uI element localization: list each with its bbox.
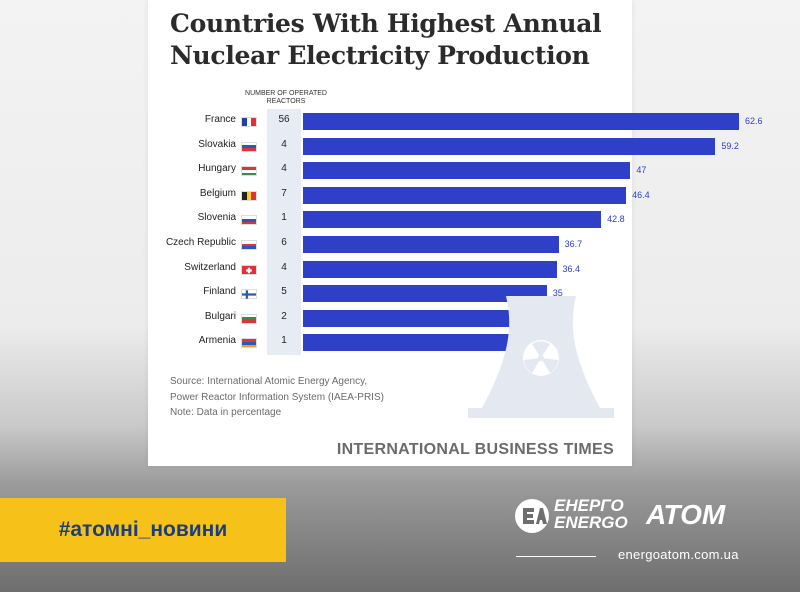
bar-row: Finland 5 35 [148,283,632,303]
reactors-column-bg [267,109,301,355]
reactor-count: 56 [278,114,290,125]
bar [303,309,531,327]
chart-title: Countries With Highest Annual Nuclear El… [170,9,602,70]
source-line: Power Reactor Information System (IAEA-P… [170,391,384,403]
bar [303,137,716,155]
reactor-count: 6 [281,237,287,248]
bar [303,236,559,253]
flag-icon [241,215,257,226]
bar-value-label: 59.2 [721,140,739,151]
logo-wordmark: ЕНЕРГО ENERGO АТОМ [554,496,725,532]
flag-icon [241,313,257,324]
reactors-column-header: NUMBER OF OPERATED REACTORS [245,90,327,105]
bar-row: Slovakia 4 59.2 [148,136,739,156]
bar [303,186,627,204]
country-label: Switzerland [184,261,236,273]
flag-icon [241,166,257,177]
bar-value-label: 42.8 [607,214,625,225]
bar-row: France 56 62.6 [148,111,763,131]
hashtag-banner: #атомні_новини [0,498,286,562]
country-label: Finland [203,286,236,298]
country-label: Slovenia [197,212,236,224]
reactor-count: 7 [281,187,287,199]
country-label: Slovakia [198,138,236,150]
website-link[interactable]: energoatom.com.ua [618,547,739,562]
bar-value-label: 36.4 [562,263,581,274]
bar [303,211,602,229]
source-line: Source: International Atomic Energy Agen… [170,376,368,387]
flag-icon [241,190,257,201]
country-label: Czech Republic [165,237,236,248]
flag-icon [241,289,257,300]
bar-value-label: 46.4 [632,189,650,200]
bar-row: Belgium 7 46.4 [148,185,650,205]
country-label: France [204,114,236,125]
reactor-count: 2 [281,310,287,322]
bar [303,162,631,180]
logo-line-2: ENERGO [554,513,628,532]
logo-big-text: АТОМ [646,499,726,530]
bar-row: Czech Republic 6 36.7 [148,234,632,254]
country-label: Armenia [198,335,236,347]
country-label: Belgium [199,187,236,199]
energoatom-emblem-icon [515,499,549,533]
bar-row: Switzerland 4 36.4 [148,259,632,279]
bar-row: Hungary 4 47 [148,160,646,180]
flag-icon [241,117,257,127]
bar-value-label: 62.6 [745,116,763,126]
flag-icon [241,240,257,250]
publisher-label: INTERNATIONAL BUSINESS TIMES [336,441,614,458]
energoatom-logo: ЕНЕРГО ENERGO АТОМ [514,496,770,536]
bar [303,260,557,278]
reactor-count: 4 [281,261,287,273]
reactor-count: 4 [281,163,287,175]
reactor-count: 1 [281,335,287,347]
hashtag-text: #атомні_новини [58,518,228,541]
logo-line-1: ЕНЕРГО [554,496,624,515]
bar-row: Slovenia 1 42.8 [148,209,632,229]
chart-card: Countries With Highest Annual Nuclear El… [148,0,763,466]
bar [303,113,739,130]
bar-value-label: 36.7 [564,239,583,249]
reactor-count: 1 [281,212,287,224]
bar-value-label: 47 [636,165,647,176]
country-label: Hungary [198,163,236,175]
flag-icon [241,141,257,152]
bar-value-label: 35 [552,288,563,299]
flag-icon [241,338,257,349]
source-line: Note: Data in percentage [170,407,282,418]
reactor-count: 5 [281,286,287,298]
footer-divider [516,556,596,557]
source-note: Source: International Atomic Energy Agen… [170,374,470,421]
cooling-tower-icon [468,296,614,418]
bar [303,285,547,303]
flag-icon [241,264,257,275]
country-label: Bulgari [204,310,236,322]
reactor-count: 4 [281,138,287,150]
bar [303,334,519,352]
